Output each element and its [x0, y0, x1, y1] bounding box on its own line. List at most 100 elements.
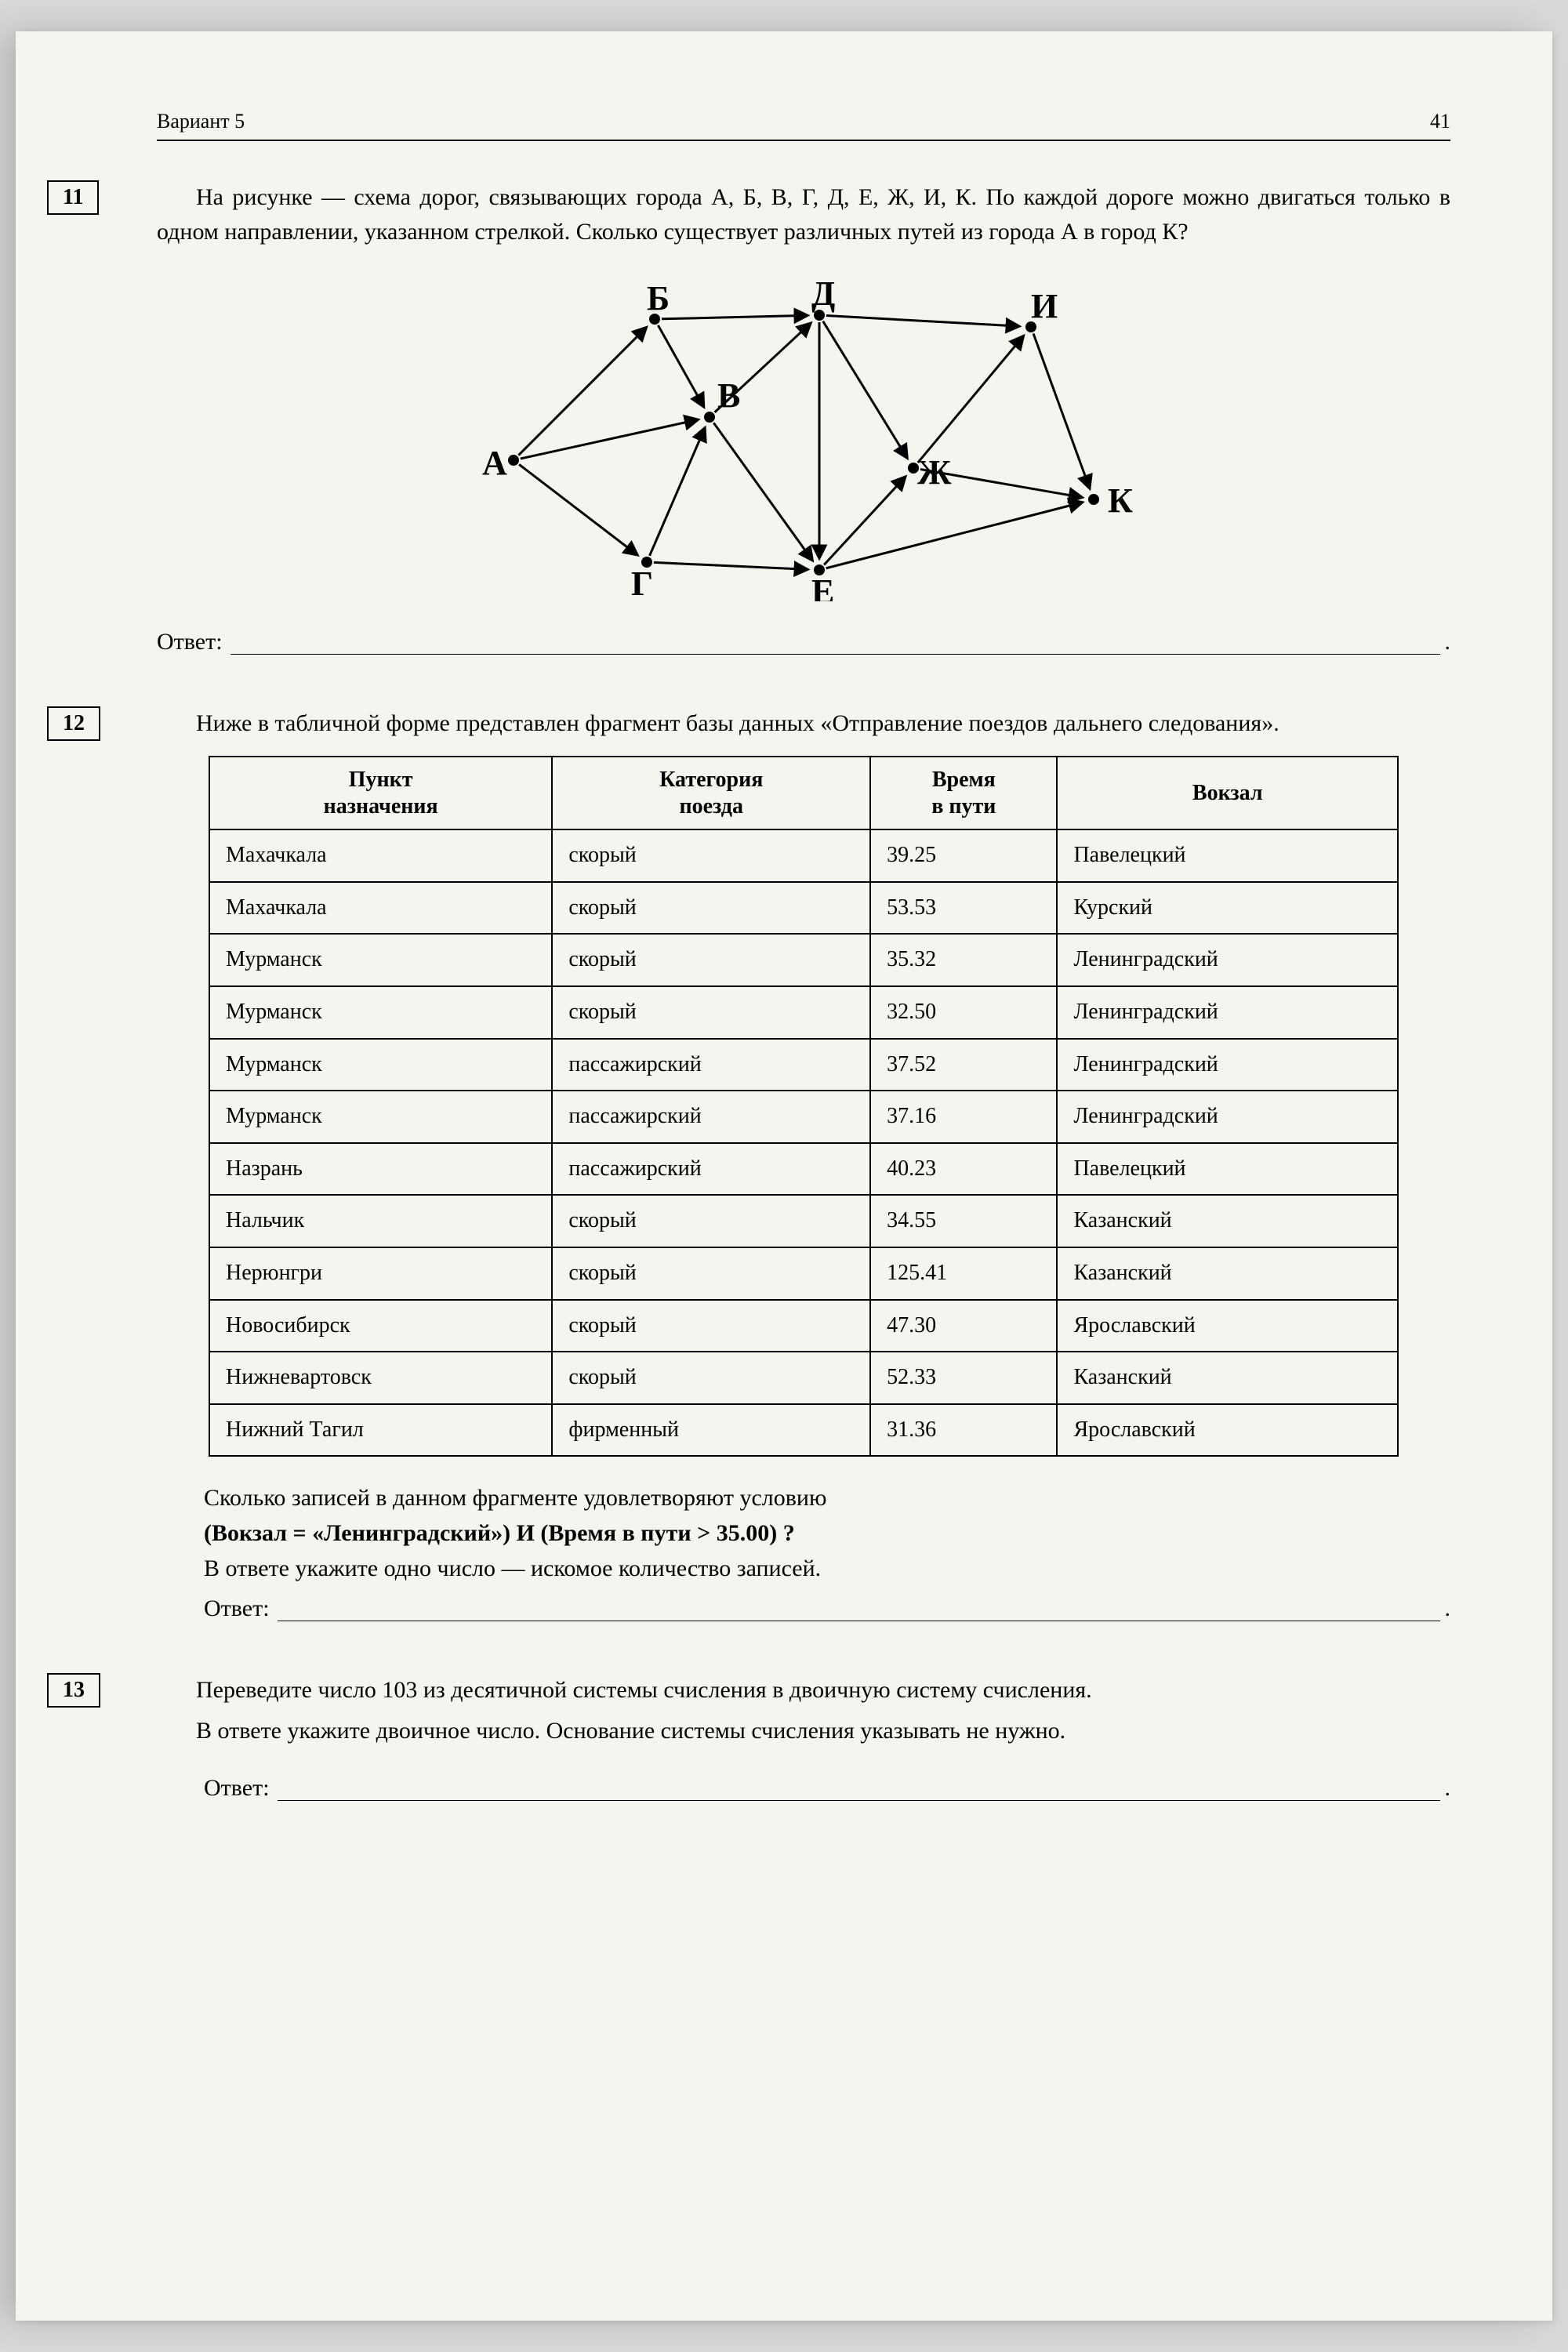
cell-0-0: Махачкала	[209, 829, 552, 882]
answer-label-12: Ответ:	[204, 1591, 270, 1626]
task-12-conditions: Сколько записей в данном фрагменте удовл…	[204, 1480, 1450, 1626]
node-label-K: К	[1108, 481, 1133, 520]
page-number: 41	[1430, 110, 1450, 133]
node-label-J: Ж	[917, 453, 952, 492]
cell-3-1: скорый	[552, 986, 870, 1039]
task-12: 12 Ниже в табличной форме представлен фр…	[157, 706, 1450, 1627]
table-row: Махачкаласкорый53.53Курский	[209, 882, 1398, 935]
table-row: Новосибирскскорый47.30Ярославский	[209, 1300, 1398, 1352]
node-V	[704, 412, 715, 423]
edge-B-V	[658, 325, 703, 407]
node-K	[1088, 494, 1099, 505]
node-label-B: Б	[647, 279, 670, 318]
cell-6-3: Павелецкий	[1057, 1143, 1398, 1196]
node-label-V: В	[717, 376, 740, 415]
graph-wrap: АБВГДЕЖИК	[157, 272, 1450, 601]
cell-4-2: 37.52	[870, 1039, 1057, 1091]
cell-8-0: Нерюнгри	[209, 1247, 552, 1300]
node-label-I: И	[1031, 287, 1058, 325]
answer-line-11: Ответ: .	[157, 625, 1450, 659]
cell-8-2: 125.41	[870, 1247, 1057, 1300]
cell-11-0: Нижний Тагил	[209, 1404, 552, 1457]
task-13-body: Переведите число 103 из десятичной систе…	[157, 1673, 1450, 1806]
cell-3-0: Мурманск	[209, 986, 552, 1039]
cell-2-2: 35.32	[870, 934, 1057, 986]
cell-4-0: Мурманск	[209, 1039, 552, 1091]
cell-5-2: 37.16	[870, 1091, 1057, 1143]
cell-5-1: пассажирский	[552, 1091, 870, 1143]
trains-table: ПунктназначенияКатегорияпоездаВремяв пут…	[209, 756, 1399, 1457]
cell-10-1: скорый	[552, 1352, 870, 1404]
cond-line-1: Сколько записей в данном фрагменте удовл…	[204, 1480, 1450, 1515]
answer-fill-11	[230, 654, 1440, 655]
edge-J-I	[918, 336, 1024, 463]
roads-graph: АБВГДЕЖИК	[451, 272, 1156, 601]
answer-fill-13	[278, 1800, 1440, 1801]
task-12-body: Ниже в табличной форме представлен фрагм…	[157, 706, 1450, 1627]
cell-11-1: фирменный	[552, 1404, 870, 1457]
edge-D-I	[826, 315, 1019, 326]
answer-label-11: Ответ:	[157, 625, 223, 659]
col-header-1: Категорияпоезда	[552, 757, 870, 829]
node-label-E: Е	[811, 572, 834, 601]
cell-4-3: Ленинградский	[1057, 1039, 1398, 1091]
cell-5-3: Ленинградский	[1057, 1091, 1398, 1143]
table-row: Мурманскпассажирский37.52Ленинградский	[209, 1039, 1398, 1091]
answer-line-13: Ответ: .	[204, 1771, 1450, 1806]
cell-1-3: Курский	[1057, 882, 1398, 935]
cell-1-0: Махачкала	[209, 882, 552, 935]
cell-0-2: 39.25	[870, 829, 1057, 882]
col-header-2: Времяв пути	[870, 757, 1057, 829]
edge-V-E	[713, 423, 812, 561]
cell-7-1: скорый	[552, 1195, 870, 1247]
task-11-body: На рисунке — схема дорог, связывающих го…	[157, 180, 1450, 659]
answer-dot-11: .	[1445, 625, 1451, 659]
cell-6-0: Назрань	[209, 1143, 552, 1196]
edge-E-K	[826, 503, 1083, 568]
task-number-11: 11	[47, 180, 99, 215]
cell-3-3: Ленинградский	[1057, 986, 1398, 1039]
table-row: Нижний Тагилфирменный31.36Ярославский	[209, 1404, 1398, 1457]
cell-7-2: 34.55	[870, 1195, 1057, 1247]
table-row: Нальчикскорый34.55Казанский	[209, 1195, 1398, 1247]
cell-3-2: 32.50	[870, 986, 1057, 1039]
table-row: Мурманскскорый35.32Ленинградский	[209, 934, 1398, 986]
page: Вариант 5 41 11 На рисунке — схема дорог…	[16, 31, 1552, 2321]
table-row: Нерюнгрискорый125.41Казанский	[209, 1247, 1398, 1300]
edge-G-E	[654, 562, 808, 569]
task-13-p1: Переведите число 103 из десятичной систе…	[157, 1673, 1450, 1708]
cell-10-3: Казанский	[1057, 1352, 1398, 1404]
edge-A-G	[519, 464, 637, 554]
variant-label: Вариант 5	[157, 110, 245, 133]
table-row: Мурманскскорый32.50Ленинградский	[209, 986, 1398, 1039]
node-label-G: Г	[631, 564, 653, 601]
task-11-text: На рисунке — схема дорог, связывающих го…	[157, 180, 1450, 249]
cell-9-3: Ярославский	[1057, 1300, 1398, 1352]
task-number-13: 13	[47, 1673, 100, 1708]
cell-1-2: 53.53	[870, 882, 1057, 935]
answer-label-13: Ответ:	[204, 1771, 270, 1806]
cond-line-2: (Вокзал = «Ленинградский») И (Время в пу…	[204, 1515, 1450, 1551]
answer-line-12: Ответ: .	[204, 1591, 1450, 1626]
cond-line-3: В ответе укажите одно число — искомое ко…	[204, 1551, 1450, 1586]
cell-1-1: скорый	[552, 882, 870, 935]
edge-I-K	[1033, 333, 1090, 488]
table-row: Нижневартовскскорый52.33Казанский	[209, 1352, 1398, 1404]
cell-9-0: Новосибирск	[209, 1300, 552, 1352]
cell-11-3: Ярославский	[1057, 1404, 1398, 1457]
page-header: Вариант 5 41	[157, 110, 1450, 141]
task-11: 11 На рисунке — схема дорог, связывающих…	[157, 180, 1450, 659]
answer-dot-12: .	[1445, 1591, 1451, 1626]
cell-2-0: Мурманск	[209, 934, 552, 986]
task-12-intro: Ниже в табличной форме представлен фрагм…	[157, 706, 1450, 741]
task-13-p2: В ответе укажите двоичное число. Основан…	[157, 1714, 1450, 1748]
cell-2-3: Ленинградский	[1057, 934, 1398, 986]
table-row: Назраньпассажирский40.23Павелецкий	[209, 1143, 1398, 1196]
cell-10-2: 52.33	[870, 1352, 1057, 1404]
edge-B-D	[662, 315, 808, 318]
cell-6-2: 40.23	[870, 1143, 1057, 1196]
cell-4-1: пассажирский	[552, 1039, 870, 1091]
task-number-12: 12	[47, 706, 100, 741]
edge-D-J	[823, 321, 907, 459]
cell-5-0: Мурманск	[209, 1091, 552, 1143]
